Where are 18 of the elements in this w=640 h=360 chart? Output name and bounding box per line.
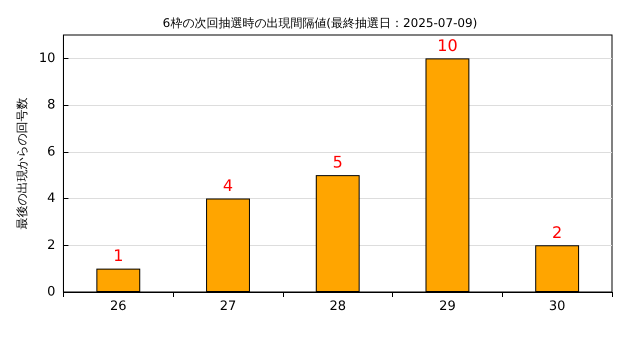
y-tick-label: 2 <box>47 238 56 253</box>
y-tick-label: 0 <box>47 284 56 300</box>
x-tick-label: 27 <box>220 299 236 314</box>
y-tick-label: 10 <box>38 50 56 66</box>
data-label: 1 <box>113 246 124 266</box>
data-label: 10 <box>437 36 458 55</box>
x-tick-label: 30 <box>548 299 566 314</box>
chart-title: 6枠の次回抽選時の出現間隔値(最終抽選日：2025-07-09) <box>162 16 478 30</box>
y-tick-label: 8 <box>47 98 56 113</box>
y-axis-title: 最後の出現からの回号数 <box>15 98 29 230</box>
data-label: 2 <box>552 222 562 242</box>
y-tick-label: 6 <box>47 144 56 160</box>
data-label: 5 <box>332 152 343 172</box>
x-tick-label: 26 <box>110 299 127 314</box>
x-tick-label: 29 <box>439 299 456 314</box>
x-tick-label: 28 <box>329 299 346 314</box>
data-label: 4 <box>222 176 234 196</box>
y-tick-label: 4 <box>47 191 56 206</box>
